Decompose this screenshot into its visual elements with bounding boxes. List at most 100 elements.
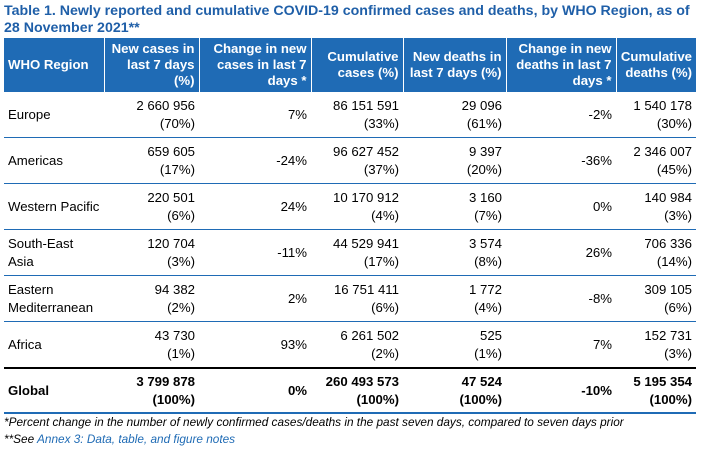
new-deaths-pct: (100%) [459,391,502,407]
region-name: Global [4,367,104,414]
change-cases-value: 93% [199,321,311,369]
cum-cases-pct: (33%) [363,115,399,131]
cum-cases-cell: 6 261 502 (2%) [311,321,403,369]
cum-cases-value: 10 170 912 [332,189,399,205]
cum-cases-pct: (6%) [371,299,399,315]
region-name: Africa [4,321,104,369]
new-cases-cell: 659 605 (17%) [104,137,199,184]
cum-deaths-cell: 1 540 178 (30%) [616,92,696,138]
new-cases-pct: (100%) [152,391,195,407]
new-cases-cell: 2 660 956 (70%) [104,92,199,138]
cum-cases-value: 44 529 941 [332,235,399,251]
change-cases-value: 0% [199,367,311,414]
new-cases-cell: 43 730 (1%) [104,321,199,369]
new-deaths-cell: 3 160 (7%) [403,183,506,230]
change-cases-value: -11% [199,229,311,276]
cum-deaths-cell: 152 731 (3%) [616,321,696,369]
cum-deaths-pct: (100%) [649,391,692,407]
cum-cases-value: 16 751 411 [333,281,399,297]
cum-cases-pct: (4%) [371,207,399,223]
new-deaths-pct: (8%) [474,253,502,269]
cum-deaths-pct: (14%) [656,253,692,269]
cum-cases-pct: (17%) [363,253,399,269]
cum-cases-value: 96 627 452 [332,143,399,159]
cum-cases-cell: 10 170 912 (4%) [311,183,403,230]
annex-3-link[interactable]: Annex 3: Data, table, and figure notes [37,432,236,446]
new-cases-value: 43 730 [154,327,195,343]
new-cases-pct: (70%) [159,115,195,131]
region-name: South-East Asia [4,229,104,276]
new-cases-pct: (1%) [167,345,195,361]
new-deaths-cell: 3 574 (8%) [403,229,506,276]
new-cases-cell: 3 799 878 (100%) [104,367,199,414]
new-deaths-cell: 1 772 (4%) [403,275,506,322]
header-change-deaths: Change in new deaths in last 7 days * [506,38,617,92]
cum-cases-cell: 86 151 591 (33%) [311,92,403,138]
who-region-table: WHO Region New cases in last 7 days (%) … [4,38,696,414]
new-cases-cell: 120 704 (3%) [104,229,199,276]
cum-cases-cell: 96 627 452 (37%) [311,137,403,184]
new-deaths-value: 3 160 [468,189,502,205]
cum-deaths-pct: (3%) [664,207,692,223]
cum-deaths-value: 5 195 354 [633,373,692,389]
change-cases-value: 24% [199,183,311,230]
header-cumulative-cases: Cumulative cases (%) [311,38,404,92]
header-new-deaths: New deaths in last 7 days (%) [403,38,507,92]
cum-deaths-pct: (45%) [656,161,692,177]
new-cases-pct: (17%) [159,161,195,177]
new-cases-value: 94 382 [154,281,195,297]
table-row: South-East Asia 120 704 (3%) -11% 44 529 … [4,229,696,276]
change-deaths-value: -2% [506,92,616,138]
new-cases-value: 659 605 [147,143,195,159]
table-row: Americas 659 605 (17%) -24% 96 627 452 (37… [4,137,696,184]
new-deaths-pct: (20%) [466,161,502,177]
cum-cases-cell: 260 493 573 (100%) [311,367,403,414]
cum-cases-pct: (37%) [363,161,399,177]
region-name: Americas [4,137,104,184]
new-deaths-cell: 47 524 (100%) [403,367,506,414]
new-cases-value: 2 660 956 [136,97,195,113]
cum-cases-pct: (100%) [356,391,399,407]
cum-deaths-value: 152 731 [644,327,692,343]
change-deaths-value: -8% [506,275,616,322]
cum-deaths-pct: (3%) [664,345,692,361]
new-cases-cell: 94 382 (2%) [104,275,199,322]
new-cases-pct: (2%) [167,299,195,315]
new-cases-value: 3 799 878 [136,373,195,389]
change-cases-value: 7% [199,92,311,138]
header-change-cases: Change in new cases in last 7 days * [199,38,312,92]
region-name: Western Pacific [4,183,104,230]
new-deaths-value: 1 772 [468,281,502,297]
cum-deaths-cell: 5 195 354 (100%) [616,367,696,414]
new-deaths-value: 9 397 [468,143,502,159]
header-row: WHO Region New cases in last 7 days (%) … [4,38,696,92]
new-deaths-cell: 9 397 (20%) [403,137,506,184]
new-cases-value: 120 704 [147,235,195,251]
cum-deaths-pct: (6%) [664,299,692,315]
new-deaths-value: 29 096 [461,97,502,113]
footnote-annex-prefix: **See [4,432,38,446]
table-row: Africa 43 730 (1%) 93% 6 261 502 (2%) 525 (… [4,321,696,369]
cum-cases-value: 86 151 591 [332,97,399,113]
global-total-row: Global 3 799 878 (100%) 0% 260 493 573 (10… [4,367,696,414]
change-deaths-value: -36% [506,137,616,184]
change-deaths-value: 7% [506,321,616,369]
new-cases-pct: (3%) [167,253,195,269]
cum-deaths-value: 1 540 178 [633,97,692,113]
change-deaths-value: 0% [506,183,616,230]
new-deaths-pct: (1%) [474,345,502,361]
table-row: Europe 2 660 956 (70%) 7% 86 151 591 (33%)… [4,92,696,138]
new-deaths-cell: 525 (1%) [403,321,506,369]
new-deaths-pct: (4%) [474,299,502,315]
cum-deaths-value: 309 105 [644,281,692,297]
header-cumulative-deaths: Cumulative deaths (%) [616,38,696,92]
cum-deaths-cell: 2 346 007 (45%) [616,137,696,184]
header-new-cases: New cases in last 7 days (%) [104,38,200,92]
header-who-region: WHO Region [4,38,105,92]
cum-cases-cell: 44 529 941 (17%) [311,229,403,276]
change-deaths-value: -10% [506,367,616,414]
new-deaths-cell: 29 096 (61%) [403,92,506,138]
new-cases-pct: (6%) [167,207,195,223]
cum-cases-value: 260 493 573 [325,373,399,389]
